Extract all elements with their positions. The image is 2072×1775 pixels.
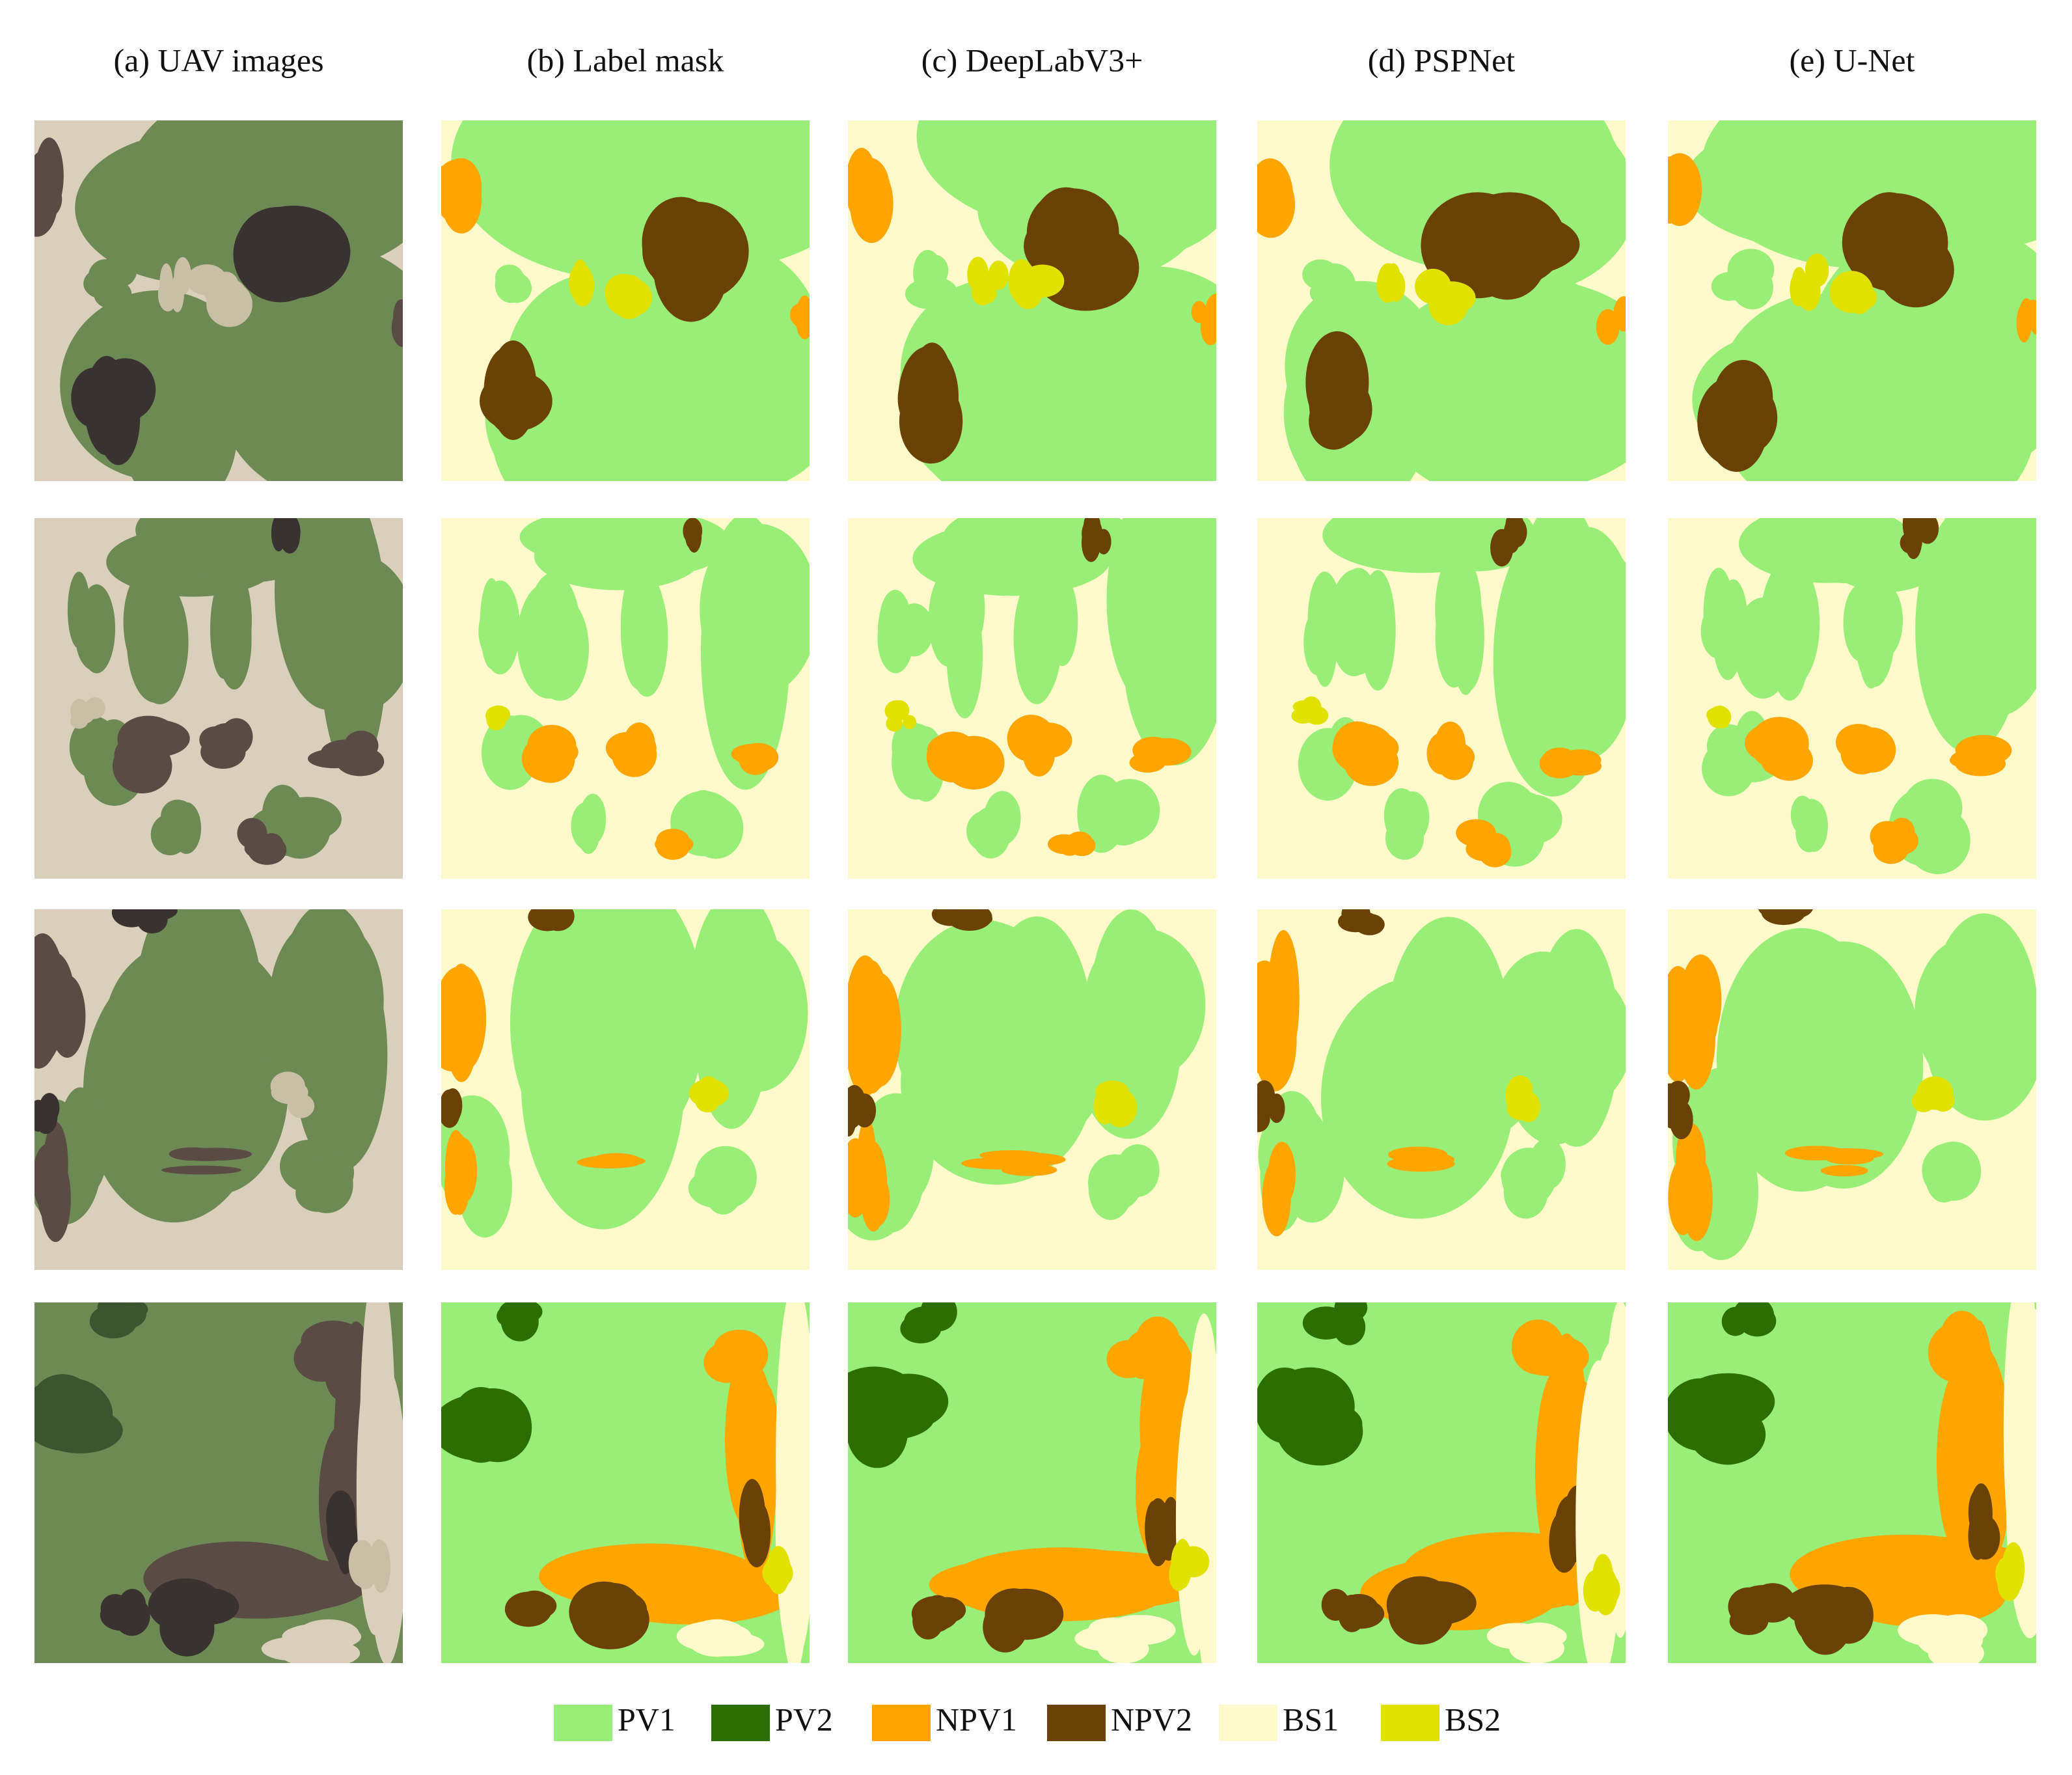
image-panel (34, 120, 403, 481)
image-panel (1668, 518, 2036, 879)
column-header: (d) PSPNet (1368, 42, 1516, 78)
legend-swatch (1047, 1705, 1106, 1741)
column-header: (c) DeepLabV3+ (921, 42, 1143, 78)
image-panel (848, 120, 1216, 481)
legend-swatch (872, 1705, 931, 1741)
legend-label: PV2 (775, 1701, 833, 1737)
image-panel (848, 1302, 1216, 1663)
column-header: (a) UAV images (113, 42, 323, 78)
legend-swatch (1381, 1705, 1439, 1741)
legend-label: NPV1 (936, 1701, 1017, 1737)
image-panel (1257, 909, 1626, 1270)
image-panel (1668, 909, 2036, 1270)
image-panel (1257, 120, 1626, 481)
image-panel (34, 909, 403, 1270)
image-panel (34, 518, 403, 879)
image-panel (848, 518, 1216, 879)
image-panel (848, 909, 1216, 1270)
image-panel (1257, 1302, 1626, 1663)
image-panel (1668, 1302, 2036, 1663)
column-header: (b) Label mask (527, 42, 724, 78)
legend-label: BS1 (1283, 1701, 1339, 1737)
image-panel (441, 518, 810, 879)
legend-swatch (711, 1705, 770, 1741)
image-panel (441, 120, 810, 481)
column-header: (e) U-Net (1790, 42, 1915, 78)
image-panel (34, 1302, 403, 1663)
legend-swatch (1219, 1705, 1277, 1741)
image-panel (441, 1302, 810, 1663)
legend-label: BS2 (1445, 1701, 1501, 1737)
legend-swatch (554, 1705, 612, 1741)
legend-label: NPV2 (1111, 1701, 1192, 1737)
image-panel (1668, 120, 2036, 481)
image-panel (1257, 518, 1626, 879)
image-panel (441, 909, 810, 1270)
legend-label: PV1 (618, 1701, 675, 1737)
